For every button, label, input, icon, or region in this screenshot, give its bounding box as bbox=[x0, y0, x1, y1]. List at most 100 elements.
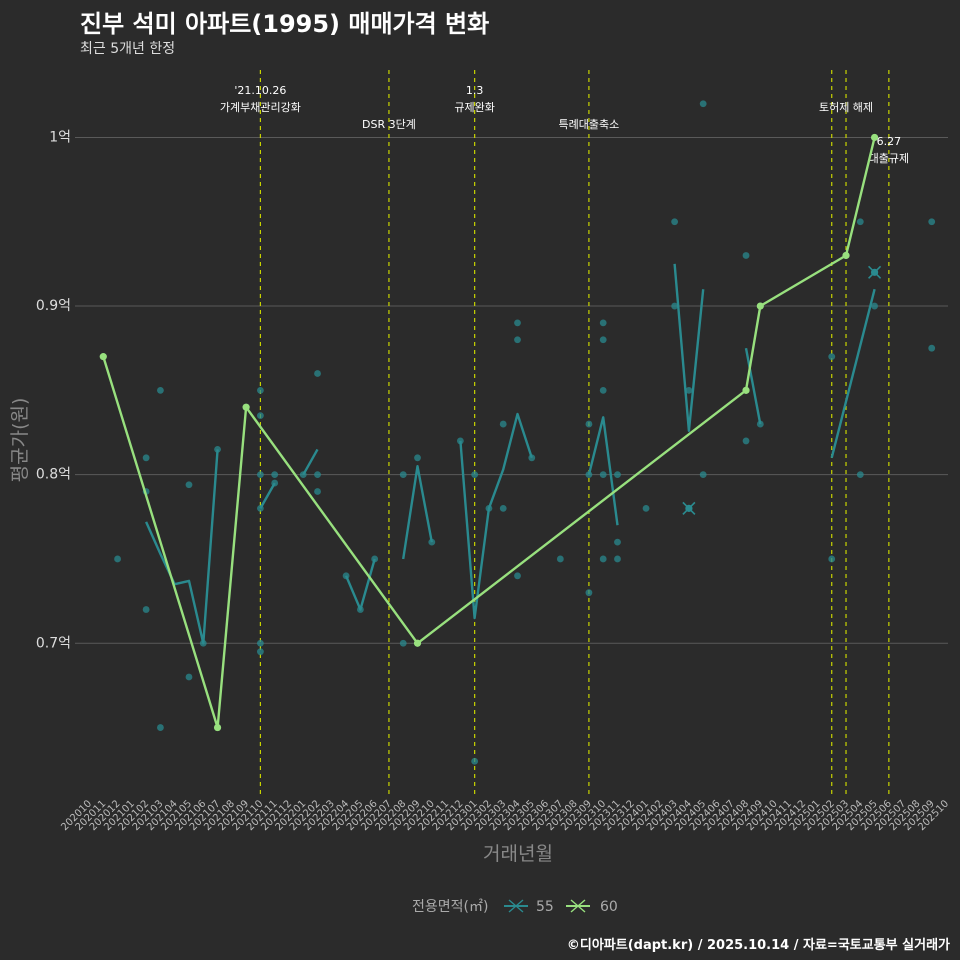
series-line-55 bbox=[744, 347, 762, 425]
event-label: 대출규제 bbox=[869, 152, 909, 165]
transaction-point bbox=[214, 445, 221, 453]
transaction-point bbox=[599, 471, 607, 479]
transaction-point bbox=[414, 454, 421, 462]
y-tick-label: 0.9억 bbox=[36, 298, 71, 314]
transaction-point bbox=[185, 481, 193, 489]
transaction-point bbox=[699, 471, 707, 479]
transaction-point bbox=[599, 319, 607, 327]
series-marker-cross-55 bbox=[868, 265, 882, 279]
series-line-55 bbox=[459, 412, 533, 620]
y-tick-label: 0.7억 bbox=[36, 635, 71, 651]
series-line-55 bbox=[259, 482, 276, 509]
transaction-point bbox=[856, 218, 864, 226]
y-tick-label: 0.8억 bbox=[36, 467, 71, 483]
legend-title: 전용면적(㎡) bbox=[412, 899, 488, 915]
legend-cross-60 bbox=[570, 899, 586, 913]
transaction-point bbox=[871, 302, 878, 310]
transaction-point bbox=[142, 606, 150, 613]
transaction-point bbox=[157, 724, 164, 731]
transaction-point bbox=[671, 218, 679, 226]
transaction-points bbox=[99, 100, 936, 765]
transaction-point bbox=[671, 302, 679, 310]
transaction-point bbox=[257, 412, 264, 420]
legend-cross-55 bbox=[508, 899, 524, 913]
transaction-point bbox=[642, 504, 650, 512]
transaction-point bbox=[599, 555, 607, 563]
event-label: 특례대출축소 bbox=[559, 118, 620, 131]
transaction-point bbox=[471, 757, 479, 765]
transaction-point bbox=[614, 471, 621, 479]
series-point-60 bbox=[756, 302, 764, 310]
transaction-point bbox=[142, 454, 150, 462]
series-point-60 bbox=[742, 386, 750, 394]
chart-title: 진부 석미 아파트(1995) 매매가격 변화 bbox=[80, 10, 490, 38]
event-label: '21.10.26 bbox=[234, 84, 286, 97]
transaction-point bbox=[271, 471, 279, 479]
x-axis-title: 거래년월 bbox=[483, 843, 553, 865]
transaction-point bbox=[257, 386, 264, 394]
transaction-point bbox=[514, 572, 521, 580]
legend-label-55: 55 bbox=[536, 899, 554, 915]
x-axis-ticks: 2020102020112020122021012021022021032021… bbox=[59, 798, 951, 833]
transaction-point bbox=[514, 319, 521, 327]
transaction-point bbox=[399, 471, 407, 479]
series-point-60 bbox=[870, 133, 879, 142]
transaction-point bbox=[257, 471, 264, 479]
event-label: DSR 3단계 bbox=[362, 118, 416, 131]
transaction-point bbox=[499, 420, 507, 428]
series-line-55 bbox=[673, 263, 705, 432]
series-point-60 bbox=[213, 723, 222, 732]
transaction-point bbox=[257, 639, 264, 647]
legend: 전용면적(㎡) 55 60 bbox=[412, 899, 618, 915]
transaction-point bbox=[599, 336, 607, 344]
transaction-point bbox=[585, 589, 593, 597]
transaction-point bbox=[399, 639, 407, 647]
transaction-point bbox=[114, 555, 121, 563]
transaction-point bbox=[314, 370, 321, 377]
event-label: 6.27 bbox=[877, 135, 902, 148]
transaction-point bbox=[828, 353, 836, 361]
series-marker-cross-55 bbox=[682, 501, 696, 515]
y-axis-title: 평균가(원) bbox=[9, 398, 31, 483]
event-label: 규제완화 bbox=[454, 101, 494, 114]
series-line-55 bbox=[145, 449, 219, 645]
event-label: 가계부채관리강화 bbox=[220, 101, 301, 114]
transaction-point bbox=[157, 386, 164, 394]
series-point-60 bbox=[842, 251, 850, 260]
series-point-60 bbox=[413, 639, 422, 647]
series-line-55 bbox=[302, 448, 319, 476]
transaction-point bbox=[314, 488, 321, 495]
transaction-point bbox=[314, 471, 321, 479]
series-point-60 bbox=[99, 353, 107, 361]
y-tick-label: 1억 bbox=[49, 129, 71, 145]
series-line-60 bbox=[102, 137, 876, 729]
transaction-point bbox=[471, 471, 479, 479]
legend-label-60: 60 bbox=[600, 899, 618, 915]
transaction-point bbox=[742, 252, 750, 259]
transaction-point bbox=[514, 336, 521, 344]
transaction-point bbox=[928, 218, 936, 226]
series-lines bbox=[99, 133, 882, 732]
transaction-point bbox=[614, 538, 621, 546]
transaction-point bbox=[371, 555, 379, 563]
series-point-60 bbox=[242, 403, 250, 411]
event-label: 토허제 해제 bbox=[819, 100, 873, 114]
transaction-point bbox=[928, 344, 936, 352]
chart-subtitle: 최근 5개년 한정 bbox=[80, 41, 176, 57]
transaction-point bbox=[856, 471, 864, 479]
transaction-point bbox=[585, 420, 593, 428]
transaction-point bbox=[699, 100, 707, 108]
transaction-point bbox=[685, 386, 693, 394]
transaction-point bbox=[742, 437, 750, 445]
transaction-point bbox=[614, 555, 621, 563]
series-line-55 bbox=[402, 465, 433, 560]
transaction-point bbox=[828, 555, 836, 563]
event-label: 1.3 bbox=[466, 84, 484, 97]
transaction-point bbox=[556, 555, 564, 563]
series-line-55 bbox=[587, 416, 619, 526]
transaction-point bbox=[599, 386, 607, 394]
grid-lines bbox=[75, 136, 948, 644]
transaction-point bbox=[185, 673, 193, 681]
